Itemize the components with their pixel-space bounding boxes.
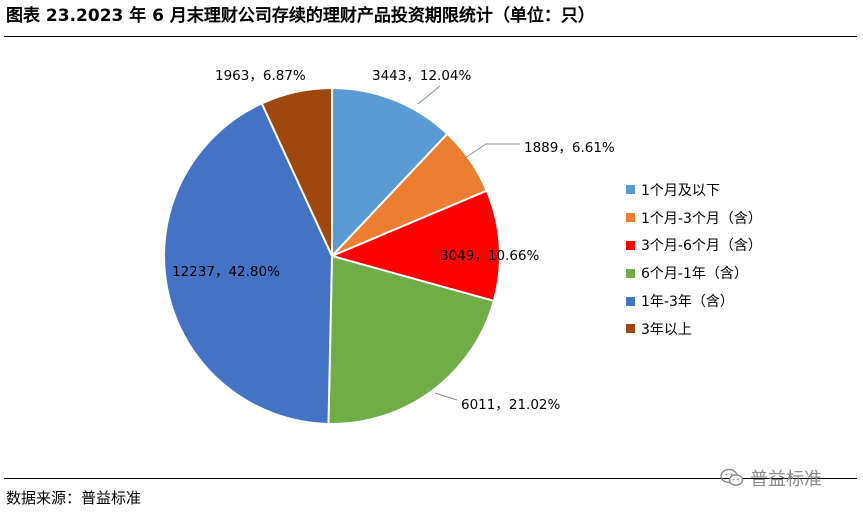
legend-swatch — [626, 268, 635, 278]
data-label-2: 1889，6.61% — [524, 140, 615, 156]
pie-slice-6 — [260, 86, 333, 257]
legend-swatch — [626, 185, 635, 195]
legend-label: 1个月-3个月（含） — [641, 210, 762, 227]
legend-label: 1年-3年（含） — [641, 294, 734, 311]
legend-item-2: 1个月-3个月（含） — [626, 204, 762, 232]
legend-swatch — [626, 240, 635, 250]
legend-swatch — [626, 213, 635, 223]
pie-slice-1 — [331, 86, 449, 259]
legend-label: 6个月-1年（含） — [641, 266, 748, 283]
leader-line-4 — [434, 392, 458, 401]
watermark-text: 普益标准 — [750, 469, 822, 490]
legend-item-1: 1个月及以下 — [626, 176, 762, 204]
legend-label: 3个月-6个月（含） — [641, 238, 762, 255]
data-label-5: 12237，42.80% — [172, 264, 280, 280]
legend-swatch — [626, 296, 635, 306]
top-divider — [4, 36, 857, 37]
watermark: 普益标准 — [720, 465, 822, 491]
legend-item-6: 3年以上 — [626, 315, 762, 343]
chart-title: 图表 23.2023 年 6 月末理财公司存续的理财产品投资期限统计（单位：只） — [6, 6, 595, 26]
legend-item-4: 6个月-1年（含） — [626, 259, 762, 287]
wechat-icon — [720, 468, 744, 488]
data-label-1: 3443，12.04% — [372, 68, 472, 84]
pie-slice-5 — [163, 102, 334, 425]
chart-legend: 1个月及以下 1个月-3个月（含） 3个月-6个月（含） 6个月-1年（含） 1年-3年… — [626, 176, 762, 343]
bottom-divider — [4, 478, 857, 479]
data-label-4: 6011，21.02% — [461, 397, 561, 413]
legend-label: 1个月及以下 — [641, 182, 720, 199]
pie-slice-3 — [328, 189, 501, 303]
data-label-6: 1963，6.87% — [215, 68, 306, 84]
data-label-3: 3049，10.66% — [440, 248, 540, 264]
pie-slice-4 — [327, 254, 496, 425]
leader-line-1 — [417, 85, 441, 105]
legend-swatch — [626, 324, 635, 334]
leader-line-2 — [464, 143, 520, 159]
data-source: 数据来源：普益标准 — [6, 489, 142, 507]
legend-item-5: 1年-3年（含） — [626, 287, 762, 315]
legend-label: 3年以上 — [641, 321, 692, 338]
legend-item-3: 3个月-6个月（含） — [626, 232, 762, 260]
